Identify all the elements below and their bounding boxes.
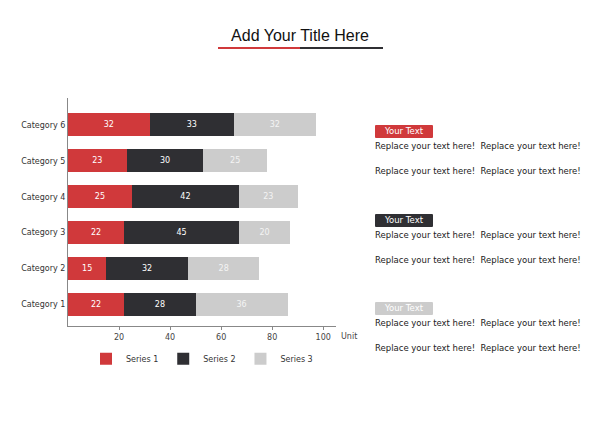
svg-text:20: 20 bbox=[114, 333, 124, 342]
svg-text:Category 5: Category 5 bbox=[21, 157, 65, 166]
svg-text:Category 1: Category 1 bbox=[21, 300, 65, 309]
svg-text:40: 40 bbox=[165, 333, 175, 342]
svg-text:Category 6: Category 6 bbox=[21, 121, 65, 130]
svg-text:Series 3: Series 3 bbox=[280, 355, 312, 364]
svg-text:Add Your Title Here: Add Your Title Here bbox=[231, 27, 369, 44]
html-text:Your Text: Your Text bbox=[385, 303, 423, 313]
html-text:Your Text: Your Text bbox=[385, 215, 423, 225]
html-text:Your Text: Your Text bbox=[385, 126, 423, 136]
html-text:Replace your text here! Replac: Replace your text here! Replace your tex… bbox=[375, 141, 581, 151]
html-text:Replace your text here! Replac: Replace your text here! Replace your tex… bbox=[375, 255, 581, 265]
svg-text:Category 3: Category 3 bbox=[21, 228, 65, 237]
svg-text:60: 60 bbox=[216, 333, 226, 342]
svg-text:33: 33 bbox=[187, 120, 197, 129]
svg-text:20: 20 bbox=[259, 228, 269, 237]
svg-text:32: 32 bbox=[104, 120, 114, 129]
svg-text:80: 80 bbox=[267, 333, 277, 342]
svg-text:Series 2: Series 2 bbox=[203, 355, 235, 364]
svg-text:Category 4: Category 4 bbox=[21, 193, 65, 202]
svg-text:23: 23 bbox=[263, 192, 273, 201]
svg-text:15: 15 bbox=[82, 264, 92, 273]
svg-text:32: 32 bbox=[142, 264, 152, 273]
svg-text:42: 42 bbox=[180, 192, 190, 201]
svg-text:25: 25 bbox=[230, 156, 240, 165]
svg-text:Unit: Unit bbox=[341, 332, 357, 341]
svg-text:Category 2: Category 2 bbox=[21, 264, 65, 273]
html-text:Replace your text here! Replac: Replace your text here! Replace your tex… bbox=[375, 166, 581, 176]
svg-text:28: 28 bbox=[155, 300, 165, 309]
svg-text:36: 36 bbox=[236, 300, 246, 309]
html-text:Replace your text here! Replac: Replace your text here! Replace your tex… bbox=[375, 318, 581, 328]
svg-text:Series 1: Series 1 bbox=[126, 355, 158, 364]
html-text:Replace your text here! Replac: Replace your text here! Replace your tex… bbox=[375, 230, 581, 240]
svg-text:45: 45 bbox=[176, 228, 186, 237]
svg-text:25: 25 bbox=[95, 192, 105, 201]
svg-text:23: 23 bbox=[92, 156, 102, 165]
svg-text:32: 32 bbox=[270, 120, 280, 129]
svg-text:100: 100 bbox=[316, 333, 331, 342]
svg-text:22: 22 bbox=[91, 228, 101, 237]
svg-text:28: 28 bbox=[219, 264, 229, 273]
svg-text:30: 30 bbox=[160, 156, 170, 165]
html-text:Replace your text here! Replac: Replace your text here! Replace your tex… bbox=[375, 343, 581, 353]
svg-text:22: 22 bbox=[91, 300, 101, 309]
